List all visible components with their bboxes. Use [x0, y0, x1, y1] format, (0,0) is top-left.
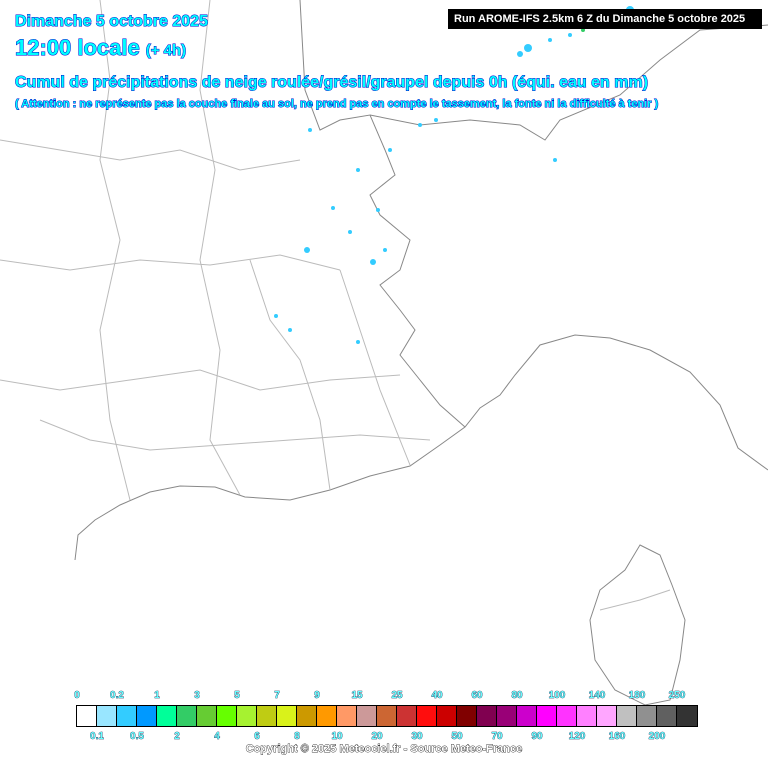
color-legend — [76, 705, 698, 727]
legend-label: 0.5 — [130, 731, 145, 743]
legend-swatch — [617, 706, 637, 726]
legend-swatch — [237, 706, 257, 726]
legend-label: 20 — [371, 731, 383, 743]
legend-label: 80 — [511, 690, 523, 702]
copyright: Copyright © 2025 Meteociel.fr - Source M… — [245, 743, 523, 756]
legend-label: 10 — [331, 731, 343, 743]
legend-label: 140 — [588, 690, 606, 702]
legend-swatch — [657, 706, 677, 726]
legend-swatch — [317, 706, 337, 726]
legend-label: 50 — [451, 731, 463, 743]
legend-label: 7 — [274, 690, 280, 702]
legend-swatch — [77, 706, 97, 726]
legend-swatch — [477, 706, 497, 726]
legend-label: 90 — [531, 731, 543, 743]
legend-swatch — [177, 706, 197, 726]
legend-label: 5 — [234, 690, 240, 702]
coastline — [74, 334, 768, 561]
legend-swatch — [537, 706, 557, 726]
legend-label: 180 — [628, 690, 646, 702]
legend-label: 4 — [214, 731, 220, 743]
legend-label: 200 — [648, 731, 666, 743]
region-border — [599, 589, 671, 611]
legend-label: 2 — [174, 731, 180, 743]
legend-swatch — [137, 706, 157, 726]
legend-label: 8 — [294, 731, 300, 743]
legend-swatch — [297, 706, 317, 726]
legend-label: 120 — [568, 731, 586, 743]
legend-label: 70 — [491, 731, 503, 743]
legend-swatch — [437, 706, 457, 726]
legend-swatch — [497, 706, 517, 726]
legend-label: 0.1 — [90, 731, 105, 743]
legend-swatch — [417, 706, 437, 726]
legend-swatch — [677, 706, 697, 726]
legend-swatch — [197, 706, 217, 726]
country-border — [299, 0, 466, 428]
legend-label: 15 — [351, 690, 363, 702]
corsica-coast — [589, 544, 686, 706]
legend-swatch — [377, 706, 397, 726]
legend-swatch — [337, 706, 357, 726]
legend-swatch — [357, 706, 377, 726]
legend-label: 250 — [668, 690, 686, 702]
legend-label: 40 — [431, 690, 443, 702]
map-note: ( Attention : ne représente pas la couch… — [14, 98, 659, 111]
region-border — [0, 0, 431, 501]
legend-swatch — [597, 706, 617, 726]
run-info: Run AROME-IFS 2.5km 6 Z du Dimanche 5 oc… — [448, 9, 762, 29]
legend-label: 0.2 — [110, 690, 125, 702]
legend-swatch — [277, 706, 297, 726]
legend-label: 25 — [391, 690, 403, 702]
legend-swatch — [117, 706, 137, 726]
forecast-date: Dimanche 5 octobre 2025 — [15, 13, 209, 31]
legend-label: 0 — [74, 690, 80, 702]
legend-swatch — [97, 706, 117, 726]
precip-cells — [274, 6, 634, 344]
map-title: Cumul de précipitations de neige roulée/… — [14, 74, 649, 92]
legend-label: 30 — [411, 731, 423, 743]
legend-swatch — [157, 706, 177, 726]
legend-swatch — [637, 706, 657, 726]
legend-swatch — [557, 706, 577, 726]
legend-label: 1 — [154, 690, 160, 702]
legend-swatch — [397, 706, 417, 726]
forecast-time-label: 12:00 locale — [15, 35, 141, 61]
legend-label: 160 — [608, 731, 626, 743]
legend-swatch — [217, 706, 237, 726]
forecast-time: 12:00 locale (+ 4h) — [15, 35, 187, 61]
legend-swatch — [257, 706, 277, 726]
legend-swatch — [577, 706, 597, 726]
legend-label: 3 — [194, 690, 200, 702]
legend-label: 100 — [548, 690, 566, 702]
country-border — [369, 24, 768, 141]
legend-label: 9 — [314, 690, 320, 702]
legend-swatch — [457, 706, 477, 726]
legend-swatch — [517, 706, 537, 726]
legend-label: 60 — [471, 690, 483, 702]
legend-label: 6 — [254, 731, 260, 743]
forecast-offset: (+ 4h) — [145, 42, 187, 60]
